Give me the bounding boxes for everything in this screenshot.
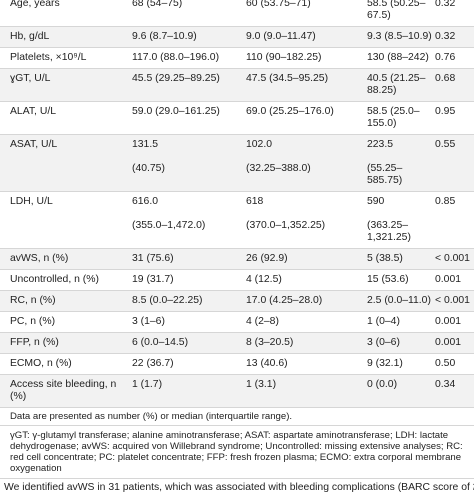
cell-all-patients: 68 (54–75): [122, 0, 236, 27]
cell-group-a: 1 (3.1): [236, 374, 357, 408]
cell-p-value: 0.55: [433, 134, 474, 192]
cell-all-patients: 8.5 (0.0–22.25): [122, 290, 236, 312]
cell-group-b: 9.3 (8.5–10.9): [357, 26, 433, 48]
cell-group-a: 102.0 (32.25–388.0): [236, 134, 357, 192]
row-label: RC, n (%): [0, 290, 122, 312]
table-row: Access site bleeding, n (%) 1 (1.7) 1 (3.1…: [0, 374, 474, 408]
cell-p-value: < 0.001: [433, 290, 474, 312]
cell-all-patients: 117.0 (88.0–196.0): [122, 47, 236, 69]
cell-p-value: 0.76: [433, 47, 474, 69]
table-row: ɣGT, U/L 45.5 (29.25–89.25) 47.5 (34.5–95.…: [0, 68, 474, 102]
cell-group-b: 9 (32.1): [357, 353, 433, 375]
cell-group-a: 8 (3–20.5): [236, 332, 357, 354]
table-row: Uncontrolled, n (%) 19 (31.7) 4 (12.5) 15 (…: [0, 269, 474, 291]
cell-group-a: 13 (40.6): [236, 353, 357, 375]
row-label: Access site bleeding, n (%): [0, 374, 122, 408]
cell-all-patients: 1 (1.7): [122, 374, 236, 408]
table-row: ALAT, U/L 59.0 (29.0–161.25) 69.0 (25.25–1…: [0, 101, 474, 135]
row-label: ECMO, n (%): [0, 353, 122, 375]
cell-group-a: 4 (2–8): [236, 311, 357, 333]
lab-values-table: Age, years 68 (54–75) 60 (53.75–71) 58.5 (5…: [0, 0, 474, 408]
row-label: ALAT, U/L: [0, 101, 122, 135]
table-row: Age, years 68 (54–75) 60 (53.75–71) 58.5 (5…: [0, 0, 474, 27]
cell-p-value: 0.001: [433, 311, 474, 333]
cell-group-a: 9.0 (9.0–11.47): [236, 26, 357, 48]
cell-group-b: 40.5 (21.25–88.25): [357, 68, 433, 102]
cell-all-patients: 6 (0.0–14.5): [122, 332, 236, 354]
cell-p-value: 0.50: [433, 353, 474, 375]
row-label: FFP, n (%): [0, 332, 122, 354]
cell-all-patients: 22 (36.7): [122, 353, 236, 375]
row-label: PC, n (%): [0, 311, 122, 333]
cell-group-b: 0 (0.0): [357, 374, 433, 408]
cell-all-patients: 131.5 (40.75): [122, 134, 236, 192]
table-row: LDH, U/L 616.0 (355.0–1,472.0) 618 (370.0–1,…: [0, 191, 474, 249]
cell-group-b: 130 (88–242): [357, 47, 433, 69]
cell-group-a: 618 (370.0–1,352.25): [236, 191, 357, 249]
table-row: PC, n (%) 3 (1–6) 4 (2–8) 1 (0–4) 0.001: [0, 311, 474, 333]
table-footnote-summary: Data are presented as number (%) or medi…: [0, 408, 474, 426]
table-row: RC, n (%) 8.5 (0.0–22.25) 17.0 (4.25–28.0)…: [0, 290, 474, 312]
cell-group-b: 2.5 (0.0–11.0): [357, 290, 433, 312]
table-footnote-abbreviations: γGT: γ-glutamyl transferase; alanine ami…: [0, 426, 474, 479]
cell-group-b: 15 (53.6): [357, 269, 433, 291]
cell-p-value: 0.34: [433, 374, 474, 408]
cell-group-b: 58.5 (50.25–67.5): [357, 0, 433, 27]
cell-group-b: 1 (0–4): [357, 311, 433, 333]
cell-group-a: 69.0 (25.25–176.0): [236, 101, 357, 135]
cell-p-value: 0.32: [433, 26, 474, 48]
cell-p-value: 0.32: [433, 0, 474, 27]
table-row: ASAT, U/L 131.5 (40.75) 102.0 (32.25–388.0) 2…: [0, 134, 474, 192]
row-label: avWS, n (%): [0, 248, 122, 270]
table-row: ECMO, n (%) 22 (36.7) 13 (40.6) 9 (32.1) 0.5…: [0, 353, 474, 375]
cell-group-a: 17.0 (4.25–28.0): [236, 290, 357, 312]
cell-group-b: 58.5 (25.0–155.0): [357, 101, 433, 135]
cell-all-patients: 31 (75.6): [122, 248, 236, 270]
row-label: Uncontrolled, n (%): [0, 269, 122, 291]
row-label: Age, years: [0, 0, 122, 27]
cell-all-patients: 3 (1–6): [122, 311, 236, 333]
row-label: ɣGT, U/L: [0, 68, 122, 102]
cell-group-a: 110 (90–182.25): [236, 47, 357, 69]
cell-all-patients: 9.6 (8.7–10.9): [122, 26, 236, 48]
cell-p-value: 0.001: [433, 269, 474, 291]
cell-group-a: 26 (92.9): [236, 248, 357, 270]
row-label: ASAT, U/L: [0, 134, 122, 192]
cell-group-b: 3 (0–6): [357, 332, 433, 354]
cell-p-value: 0.001: [433, 332, 474, 354]
table-body: Age, years 68 (54–75) 60 (53.75–71) 58.5 (5…: [0, 0, 474, 408]
row-label: Hb, g/dL: [0, 26, 122, 48]
cell-p-value: 0.85: [433, 191, 474, 249]
cell-all-patients: 59.0 (29.0–161.25): [122, 101, 236, 135]
cell-p-value: < 0.001: [433, 248, 474, 270]
cell-group-b: 590 (363.25–1,321.25): [357, 191, 433, 249]
cell-p-value: 0.68: [433, 68, 474, 102]
cell-group-a: 47.5 (34.5–95.25): [236, 68, 357, 102]
cell-all-patients: 616.0 (355.0–1,472.0): [122, 191, 236, 249]
row-label: LDH, U/L: [0, 191, 122, 249]
cell-group-a: 4 (12.5): [236, 269, 357, 291]
cell-p-value: 0.95: [433, 101, 474, 135]
cell-all-patients: 45.5 (29.25–89.25): [122, 68, 236, 102]
cell-all-patients: 19 (31.7): [122, 269, 236, 291]
row-label: Platelets, ×10⁹/L: [0, 47, 122, 69]
body-paragraph: We identified avWS in 31 patients, which…: [4, 482, 474, 493]
table-row: FFP, n (%) 6 (0.0–14.5) 8 (3–20.5) 3 (0–6) 0…: [0, 332, 474, 354]
cell-group-b: 223.5 (55.25–585.75): [357, 134, 433, 192]
cell-group-b: 5 (38.5): [357, 248, 433, 270]
cell-group-a: 60 (53.75–71): [236, 0, 357, 27]
table-row: Platelets, ×10⁹/L 117.0 (88.0–196.0) 110 (…: [0, 47, 474, 69]
table-row: Hb, g/dL 9.6 (8.7–10.9) 9.0 (9.0–11.47) 9.3…: [0, 26, 474, 48]
table-row: avWS, n (%) 31 (75.6) 26 (92.9) 5 (38.5) < 0…: [0, 248, 474, 270]
